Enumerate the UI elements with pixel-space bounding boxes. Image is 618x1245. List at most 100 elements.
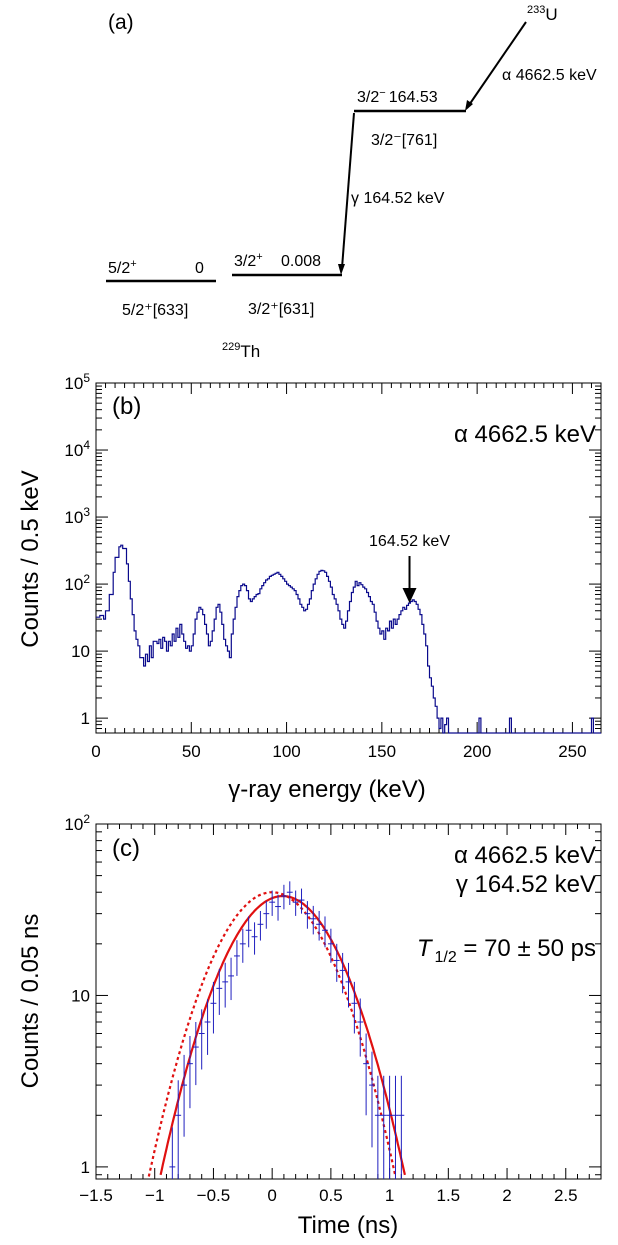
spectrum-plot-frame [95,382,602,734]
x-tick-label: 1 [385,1186,394,1205]
data-point [198,1009,205,1070]
x-tick-label: 1.5 [437,1186,461,1205]
y-tick-label: 104 [64,438,90,460]
data-point [369,1051,375,1148]
data-point [181,1054,188,1137]
daughter-mass: 229 [222,341,240,353]
data-point [380,1075,387,1179]
level-0-spin: 5/2+ [108,258,137,277]
data-point [222,962,229,1008]
spectrum-panel: 0 50 100 150 200 250 1 10 102 103 104 105 (b) α 46… [17,371,602,803]
level-0008-nilsson: 3/2⁺[631] [248,301,314,318]
time-ticks [95,823,602,1179]
data-point [286,881,293,905]
y-tick-label: 102 [64,812,90,834]
level-164-nilsson: 3/2⁻[761] [371,132,437,149]
panel-b-label: (b) [112,393,141,420]
parent-nucleus-label: 233U [527,4,558,24]
data-points [169,881,405,1179]
data-point [251,922,258,955]
time-x-axis-title: Time (ns) [298,1212,398,1239]
time-y-tick-labels: 1 10 102 [64,812,90,1177]
spectrum-annotation: α 4662.5 keV [454,421,596,448]
x-tick-label: −1.5 [79,1186,113,1205]
data-point [192,1022,199,1086]
x-tick-label: −1 [145,1186,164,1205]
time-annotation-gamma: γ 164.52 keV [456,871,596,898]
alpha-transition-label: α 4662.5 keV [502,67,597,84]
data-point [216,968,223,1015]
y-tick-label: 10 [71,642,90,661]
daughter-nucleus-label: 229Th [222,341,260,361]
halflife-label: T 1/2 = 70 ± 50 ps [417,935,596,966]
data-point [292,890,299,916]
y-tick-label: 1 [81,709,90,728]
data-point [310,905,317,935]
data-point [187,1036,193,1109]
spectrum-y-tick-labels: 1 10 102 103 104 105 [64,371,90,728]
level-0-nilsson: 5/2⁺[633] [122,302,188,319]
data-point [345,962,352,1008]
data-point [263,901,270,929]
data-point [327,928,334,963]
data-point [386,1075,393,1179]
data-point [280,884,287,910]
time-x-tick-labels: −1.5 −1 −0.5 0 0.5 1 1.5 2 2.5 [79,1186,577,1205]
data-point [245,916,252,948]
x-tick-label: 150 [368,742,396,761]
x-tick-label: 0 [267,1186,276,1205]
x-tick-label: 50 [182,742,201,761]
data-point [363,1033,370,1116]
level-0008-spin: 3/2+ [234,251,263,270]
time-annotation-alpha: α 4662.5 keV [454,842,596,869]
x-tick-label: 0 [91,742,100,761]
y-tick-label: 10 [71,986,90,1005]
spectrum-x-axis-title: γ-ray energy (keV) [228,776,425,803]
alpha-arrow-head [465,100,473,111]
x-tick-label: −0.5 [197,1186,231,1205]
x-tick-label: 250 [558,742,586,761]
data-point [351,981,358,1034]
x-tick-label: 200 [463,742,491,761]
time-plot-frame [95,823,602,1180]
spectrum-x-tick-labels: 0 50 100 150 200 250 [91,742,586,761]
data-point [374,1075,381,1179]
data-point [316,910,323,941]
x-tick-label: 2.5 [554,1186,578,1205]
data-point [392,1075,399,1179]
data-point [322,916,328,948]
parent-mass: 233 [527,4,545,16]
y-tick-label: 1 [81,1158,90,1177]
data-point [210,981,217,1034]
fit-curve-solid [159,894,406,1176]
y-tick-label: 105 [64,371,90,393]
level-0-energy: 0 [195,260,204,277]
spectrum-ticks [95,382,602,734]
panel-c-label: (c) [112,835,140,862]
peak-arrow-head [402,588,417,603]
data-point [257,910,264,941]
time-panel: −1.5 −1 −0.5 0 0.5 1 1.5 2 2.5 1 10 102 (c) α 4662… [17,812,602,1239]
data-point [398,1075,405,1179]
data-point [239,928,246,963]
data-point [175,1080,182,1179]
data-point [339,952,346,994]
data-point [233,940,240,976]
data-point [357,998,364,1057]
gamma-arrow-line [341,112,355,269]
alpha-arrow-line [466,21,527,109]
data-point [269,890,276,916]
panel-a-label: (a) [108,11,134,34]
spectrum-histogram [96,544,601,734]
data-point [228,957,234,1001]
level-164-spin: 3/2− 164.53 [357,87,438,106]
y-tick-label: 103 [64,505,90,527]
data-point [304,901,311,929]
gamma-transition-label: γ 164.52 keV [351,190,445,207]
level-0008-energy: 0.008 [281,253,321,270]
parent-symbol: U [545,5,557,24]
data-point [333,943,340,982]
data-point [298,888,305,914]
time-y-axis-title: Counts / 0.05 ns [17,914,44,1089]
